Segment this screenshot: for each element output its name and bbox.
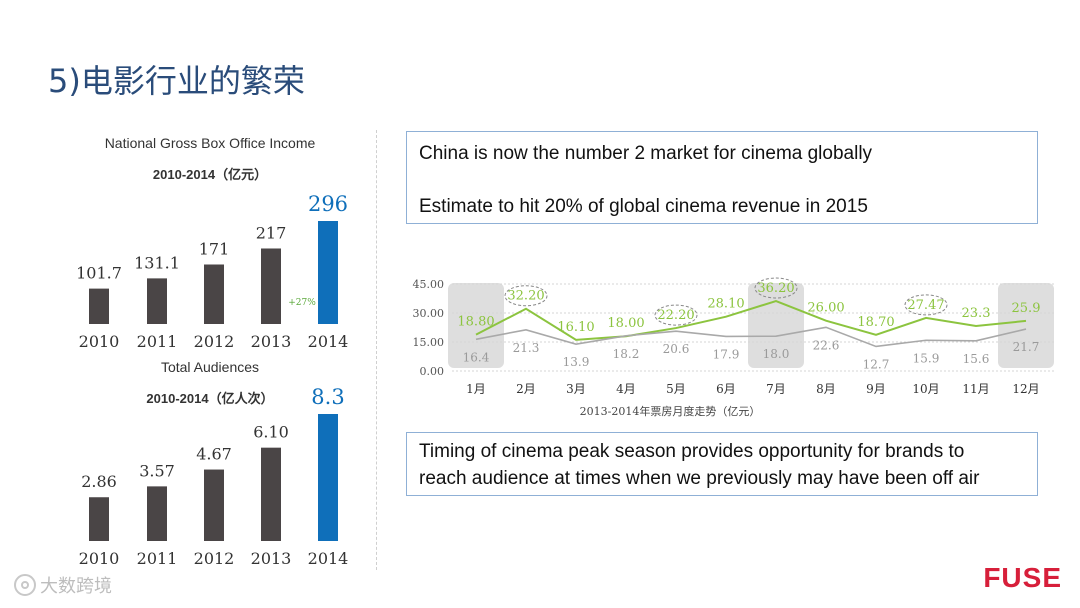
data-label-series2-6月: 17.9 (713, 347, 740, 361)
monthly-box-office-line-chart: 0.00 15.00 30.00 45.00 1月 2月 3月 4月 5月 6月 7月 8月 9月 10月… (413, 277, 1055, 418)
bar-2010 (89, 288, 109, 324)
peak-highlight-1月 (448, 283, 504, 368)
bar-value-label-2013: 217 (256, 223, 287, 242)
data-label-series2-7月: 18.0 (763, 347, 790, 361)
data-label-series2-11月: 15.6 (963, 352, 990, 366)
series-line-1 (475, 299, 1027, 341)
box-office-chart-subtitle: 2010-2014（亿元） (152, 167, 268, 182)
box-office-chart-title: National Gross Box Office Income (104, 135, 316, 151)
data-label-series1-8月: 26.00 (807, 301, 844, 316)
bar-value-label-2014: 296 (308, 192, 348, 216)
bar-2010 (89, 497, 109, 541)
watermark: 大数跨境 (14, 572, 112, 598)
box-office-bar-chart: 101.7 2010 131.1 2011 171 2012 217 2013 296 2014 +… (76, 192, 349, 351)
watermark-logo-icon (14, 574, 36, 596)
data-label-series2-9月: 12.7 (863, 357, 890, 371)
label-highlight-circle-2月 (504, 285, 548, 307)
peak-highlight-12月 (998, 283, 1054, 368)
bar-value-label-2012: 4.67 (196, 445, 232, 464)
bar-value-label-2010: 101.7 (76, 264, 122, 283)
data-label-series1-6月: 28.10 (707, 297, 744, 312)
bar-2011 (147, 486, 167, 541)
fuse-logo: FUSE (983, 562, 1062, 593)
x-tick-label-2013: 2013 (251, 332, 292, 351)
x-tick-label-2014: 2014 (308, 332, 349, 351)
month-tick-1: 1月 (466, 382, 486, 396)
month-tick-12: 12月 (1012, 382, 1039, 396)
y-tick-label-0.00: 0.00 (420, 365, 445, 378)
bar-value-label-2010: 2.86 (81, 472, 117, 491)
data-label-series2-8月: 22.6 (813, 338, 840, 352)
data-label-series1-3月: 16.10 (557, 320, 594, 335)
data-label-series1-2月: 32.20 (507, 289, 544, 304)
x-tick-label-2011: 2011 (137, 332, 178, 351)
data-label-series1-1月: 18.80 (457, 315, 494, 330)
bar-value-label-2014: 8.3 (311, 385, 344, 409)
month-tick-2: 2月 (516, 382, 536, 396)
data-label-series1-4月: 18.00 (607, 316, 644, 331)
peak-highlight-7月 (748, 283, 804, 368)
monthly-chart-caption: 2013-2014年票房月度走势（亿元） (580, 404, 761, 418)
x-tick-label-2011: 2011 (137, 549, 178, 568)
month-tick-6: 6月 (716, 382, 736, 396)
bar-2014 (318, 414, 338, 541)
y-tick-label-30.00: 30.00 (413, 307, 445, 320)
month-tick-5: 5月 (666, 382, 686, 396)
x-tick-label-2012: 2012 (194, 332, 235, 351)
callout-line-number-two-market: China is now the number 2 market for cin… (419, 143, 873, 164)
series-line-2 (475, 326, 1027, 348)
callout-line-peak-season-1: Timing of cinema peak season provides op… (419, 441, 965, 462)
data-label-series2-4月: 18.2 (613, 347, 640, 361)
month-tick-10: 10月 (912, 382, 939, 396)
audiences-bar-chart: 2.86 2010 3.57 2011 4.67 2012 6.10 2013 8.3 2014 (79, 385, 349, 568)
month-tick-7: 7月 (766, 382, 786, 396)
data-label-series1-11月: 23.3 (962, 306, 991, 321)
data-label-series2-2月: 21.3 (513, 341, 540, 355)
bar-value-label-2011: 131.1 (134, 253, 180, 272)
month-tick-3: 3月 (566, 382, 586, 396)
data-label-series2-10月: 15.9 (913, 351, 940, 365)
y-tick-label-15.00: 15.00 (413, 336, 445, 349)
data-label-series1-10月: 27.47 (907, 298, 944, 313)
month-tick-9: 9月 (866, 382, 886, 396)
y-tick-label-45.00: 45.00 (413, 278, 445, 291)
data-label-series2-12月: 21.7 (1013, 340, 1040, 354)
month-tick-8: 8月 (816, 382, 836, 396)
data-label-series1-7月: 36.20 (757, 281, 794, 296)
data-label-series2-5月: 20.6 (663, 342, 690, 356)
label-highlight-circle-5月 (654, 304, 698, 326)
bar-value-label-2013: 6.10 (253, 423, 289, 442)
callout-line-peak-season-2: reach audience at times when we previous… (419, 468, 980, 489)
callout-market-position: China is now the number 2 market for cin… (406, 131, 1038, 224)
audiences-chart-subtitle: 2010-2014（亿人次） (146, 391, 274, 406)
x-tick-label-2014: 2014 (308, 549, 349, 568)
month-tick-4: 4月 (616, 382, 636, 396)
bar-2012 (204, 469, 224, 541)
data-label-series2-3月: 13.9 (563, 355, 590, 369)
bar-2012 (204, 264, 224, 324)
callout-line-revenue-estimate: Estimate to hit 20% of global cinema rev… (419, 196, 868, 217)
bar-2013 (261, 447, 281, 541)
callout-peak-season: Timing of cinema peak season provides op… (406, 432, 1038, 496)
data-label-series1-5月: 22.20 (657, 308, 694, 323)
bar-value-label-2011: 3.57 (139, 461, 175, 480)
growth-annotation: +27% (288, 298, 316, 308)
x-tick-label-2010: 2010 (79, 549, 120, 568)
x-tick-label-2013: 2013 (251, 549, 292, 568)
bar-2013 (261, 248, 281, 324)
data-label-series1-9月: 18.70 (857, 315, 894, 330)
x-tick-label-2012: 2012 (194, 549, 235, 568)
month-tick-11: 11月 (962, 382, 989, 396)
audiences-chart-title: Total Audiences (160, 359, 260, 375)
label-highlight-circle-7月 (754, 277, 798, 299)
x-tick-label-2010: 2010 (79, 332, 120, 351)
bar-2014 (318, 221, 338, 324)
data-label-series2-1月: 16.4 (463, 350, 490, 364)
bar-2011 (147, 278, 167, 324)
data-label-series1-12月: 25.9 (1012, 301, 1041, 316)
section-divider (376, 130, 377, 570)
watermark-text: 大数跨境 (40, 576, 112, 597)
bar-value-label-2012: 171 (199, 239, 230, 258)
slide-title: 5)电影行业的繁荣 (48, 62, 305, 100)
